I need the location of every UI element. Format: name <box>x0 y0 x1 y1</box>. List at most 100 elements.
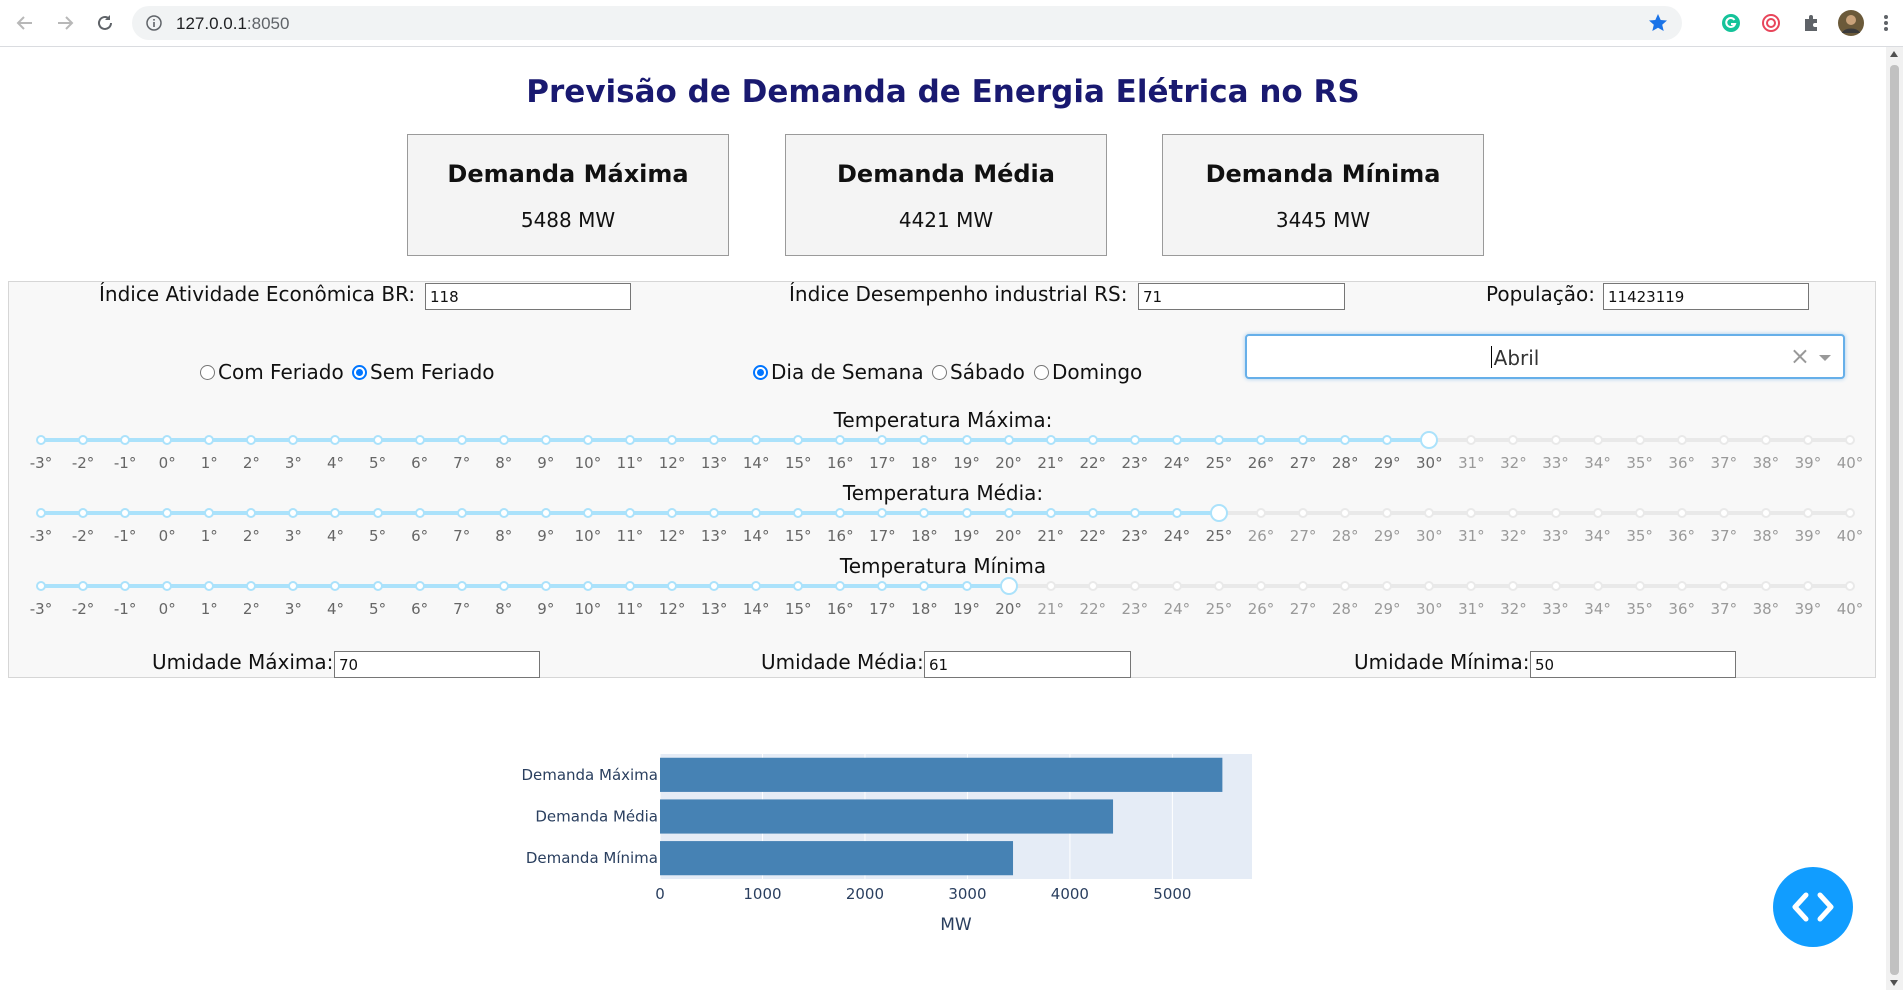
slider-dot[interactable] <box>877 581 888 591</box>
slider-dot[interactable] <box>162 508 173 518</box>
slider-dot[interactable] <box>961 581 972 591</box>
slider-dot[interactable] <box>372 508 383 518</box>
slider-dot[interactable] <box>330 435 341 445</box>
slider-dot[interactable] <box>1087 508 1098 518</box>
slider-dot[interactable] <box>120 508 131 518</box>
slider-dot[interactable] <box>1592 435 1603 445</box>
slider-dot[interactable] <box>751 508 762 518</box>
slider-dot[interactable] <box>1550 508 1561 518</box>
slider-dot[interactable] <box>288 435 299 445</box>
slider-dot[interactable] <box>1634 435 1645 445</box>
slider-handle[interactable] <box>999 577 1018 595</box>
vertical-scrollbar[interactable] <box>1886 47 1903 990</box>
grammarly-extension-icon[interactable] <box>1719 11 1743 35</box>
slider-dot[interactable] <box>709 508 720 518</box>
slider-dot[interactable] <box>1592 508 1603 518</box>
slider-dot[interactable] <box>793 435 804 445</box>
slider-dot[interactable] <box>1087 435 1098 445</box>
slider-dot[interactable] <box>36 581 46 591</box>
radio-button[interactable] <box>932 364 947 380</box>
slider-dot[interactable] <box>1382 435 1393 445</box>
slider-dot[interactable] <box>919 581 930 591</box>
bookmark-star-icon[interactable] <box>1648 13 1668 37</box>
slider-dot[interactable] <box>667 581 678 591</box>
slider-track[interactable] <box>41 438 1430 442</box>
slider-dot[interactable] <box>919 508 930 518</box>
slider-dot[interactable] <box>246 435 257 445</box>
slider-dot[interactable] <box>1382 508 1393 518</box>
temp-med-slider[interactable]: -3° -2° -1° 0° 1° 2° 3° 4° 5° 6° 7° 8° 9° 10° 11° 12° 13… <box>30 503 1863 545</box>
slider-dot[interactable] <box>624 581 635 591</box>
slider-dot[interactable] <box>1550 581 1561 591</box>
slider-dot[interactable] <box>1129 581 1140 591</box>
slider-dot[interactable] <box>582 435 593 445</box>
slider-dot[interactable] <box>835 508 846 518</box>
populacao-input[interactable] <box>1603 283 1809 310</box>
slider-dot[interactable] <box>1213 581 1224 591</box>
slider-dot[interactable] <box>1424 581 1435 591</box>
slider-dot[interactable] <box>751 435 762 445</box>
slider-dot[interactable] <box>1382 581 1393 591</box>
slider-dot[interactable] <box>456 581 467 591</box>
slider-dot[interactable] <box>1550 435 1561 445</box>
slider-dot[interactable] <box>1508 435 1519 445</box>
slider-dot[interactable] <box>414 435 425 445</box>
slider-dot[interactable] <box>330 581 341 591</box>
slider-dot[interactable] <box>1508 508 1519 518</box>
slider-dot[interactable] <box>919 435 930 445</box>
slider-dot[interactable] <box>162 581 173 591</box>
slider-dot[interactable] <box>204 435 215 445</box>
slider-track[interactable] <box>41 584 1009 588</box>
slider-dot[interactable] <box>1676 581 1687 591</box>
slider-dot[interactable] <box>1256 508 1267 518</box>
slider-dot[interactable] <box>204 508 215 518</box>
slider-dot[interactable] <box>414 508 425 518</box>
slider-dot[interactable] <box>120 435 131 445</box>
slider-dot[interactable] <box>709 435 720 445</box>
slider-dot[interactable] <box>1802 435 1813 445</box>
radio-sem-feriado[interactable]: Sem Feriado <box>352 360 495 384</box>
slider-dot[interactable] <box>1802 581 1813 591</box>
slider-dot[interactable] <box>1087 581 1098 591</box>
industrial-input[interactable] <box>1138 283 1345 310</box>
clear-icon[interactable]: × <box>1789 342 1810 370</box>
radio-button[interactable] <box>1034 364 1049 380</box>
dash-debug-button[interactable] <box>1773 867 1853 947</box>
slider-dot[interactable] <box>456 435 467 445</box>
slider-dot[interactable] <box>1676 508 1687 518</box>
slider-dot[interactable] <box>120 581 131 591</box>
slider-dot[interactable] <box>1634 581 1645 591</box>
slider-dot[interactable] <box>1129 508 1140 518</box>
scrollbar-thumb[interactable] <box>1890 65 1899 975</box>
slider-dot[interactable] <box>1340 508 1351 518</box>
slider-dot[interactable] <box>246 508 257 518</box>
slider-dot[interactable] <box>1298 508 1309 518</box>
umidade-med-input[interactable] <box>924 651 1131 678</box>
slider-dot[interactable] <box>288 581 299 591</box>
slider-dot[interactable] <box>624 508 635 518</box>
slider-handle[interactable] <box>1209 504 1228 522</box>
slider-dot[interactable] <box>667 508 678 518</box>
slider-dot[interactable] <box>835 581 846 591</box>
profile-avatar[interactable] <box>1837 9 1865 37</box>
slider-dot[interactable] <box>1718 435 1729 445</box>
slider-dot[interactable] <box>582 508 593 518</box>
scroll-down-icon[interactable] <box>1890 980 1898 986</box>
temp-max-slider[interactable]: -3° -2° -1° 0° 1° 2° 3° 4° 5° 6° 7° 8° 9° 10° 11° 12° 13… <box>30 430 1863 472</box>
radio-dia-de-semana[interactable]: Dia de Semana <box>753 360 924 384</box>
slider-dot[interactable] <box>288 508 299 518</box>
slider-dot[interactable] <box>78 435 89 445</box>
slider-dot[interactable] <box>414 581 425 591</box>
slider-dot[interactable] <box>1508 581 1519 591</box>
slider-dot[interactable] <box>667 435 678 445</box>
slider-dot[interactable] <box>1760 581 1771 591</box>
slider-dot[interactable] <box>751 581 762 591</box>
slider-dot[interactable] <box>1466 435 1477 445</box>
slider-dot[interactable] <box>162 435 173 445</box>
slider-dot[interactable] <box>204 581 215 591</box>
slider-dot[interactable] <box>372 581 383 591</box>
slider-dot[interactable] <box>1256 581 1267 591</box>
radio-com-feriado[interactable]: Com Feriado <box>200 360 344 384</box>
back-arrow-icon[interactable] <box>12 10 38 36</box>
slider-dot[interactable] <box>1340 581 1351 591</box>
